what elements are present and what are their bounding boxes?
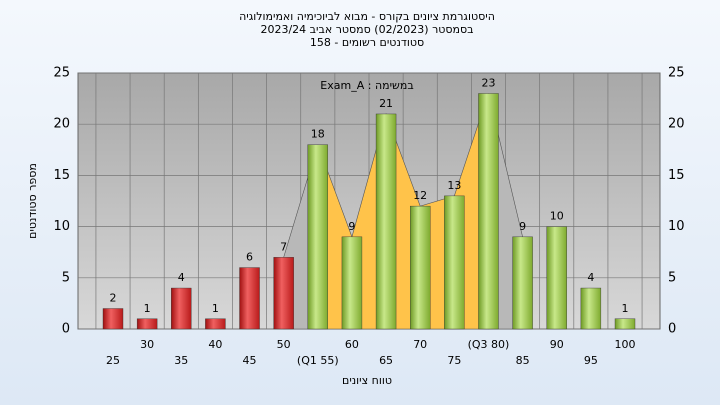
y-axis-label: מספר סטודנטים (26, 163, 39, 239)
bar (580, 287, 602, 330)
x-tick-label: 40 (208, 338, 222, 351)
bar (205, 318, 226, 330)
y-tick-label: 10 (53, 219, 70, 234)
bar (614, 318, 636, 330)
bar (273, 257, 294, 330)
y-tick-label: 20 (53, 117, 70, 132)
bar (102, 308, 124, 330)
y-tick-label: 5 (62, 270, 70, 285)
x-tick-label: 85 (516, 354, 530, 367)
data-label: 9 (348, 220, 355, 233)
subtitle: סטודנטים רשומים - 158 (310, 36, 424, 49)
data-label: 10 (550, 210, 564, 223)
x-tick-label: 70 (413, 338, 427, 351)
data-label: 1 (622, 302, 629, 315)
x-tick-label: 25 (106, 354, 120, 367)
data-label: 1 (212, 302, 219, 315)
data-label: 23 (481, 76, 495, 89)
data-label: 4 (178, 271, 185, 284)
y2-tick-label: 5 (668, 270, 676, 285)
data-label: 21 (379, 97, 393, 110)
data-label: 13 (447, 179, 461, 192)
x-tick-label: (Q1 55) (297, 354, 339, 367)
data-label: 9 (519, 220, 526, 233)
subtitle: בסמסטר (02/2023) סמסטר אביב 2023/24 (260, 23, 473, 36)
x-tick-label: 75 (447, 354, 461, 367)
x-tick-label: 35 (174, 354, 188, 367)
x-tick-label: (Q3 80) (468, 338, 510, 351)
bar (136, 318, 158, 330)
x-tick-label: 65 (379, 354, 393, 367)
x-tick-label: 45 (243, 354, 257, 367)
y2-tick-label: 25 (668, 66, 685, 81)
title: היסטוגרמת ציונים בקורס - מבוא לביוכימיה … (239, 10, 495, 23)
data-label: 2 (110, 292, 117, 305)
bar (239, 267, 260, 330)
bar (341, 236, 363, 330)
legend: Exam_A : במשימה (320, 79, 413, 92)
x-tick-label: 95 (584, 354, 598, 367)
y2-tick-label: 0 (668, 322, 676, 337)
bar (307, 144, 328, 330)
data-label: 18 (311, 128, 325, 141)
data-label: 12 (413, 189, 427, 202)
y-tick-label: 0 (62, 322, 70, 337)
x-axis-label: טווח ציונים (342, 374, 392, 387)
y2-tick-label: 10 (668, 219, 685, 234)
x-tick-label: 90 (550, 338, 564, 351)
bar (444, 195, 465, 330)
y-tick-label: 15 (53, 168, 70, 183)
y2-tick-label: 20 (668, 117, 685, 132)
y-tick-label: 25 (53, 66, 70, 81)
x-tick-label: 60 (345, 338, 359, 351)
bar (375, 113, 397, 330)
x-tick-label: 100 (615, 338, 636, 351)
data-label: 1 (144, 302, 151, 315)
bar (171, 287, 192, 330)
bar (410, 205, 431, 330)
bar (478, 93, 499, 330)
x-tick-label: 30 (140, 338, 154, 351)
y2-tick-label: 15 (668, 168, 685, 183)
data-label: 6 (246, 251, 253, 264)
bar (512, 236, 533, 330)
data-label: 4 (587, 271, 594, 284)
x-tick-label: 50 (277, 338, 291, 351)
data-label: 7 (280, 240, 287, 253)
bar (546, 226, 567, 330)
